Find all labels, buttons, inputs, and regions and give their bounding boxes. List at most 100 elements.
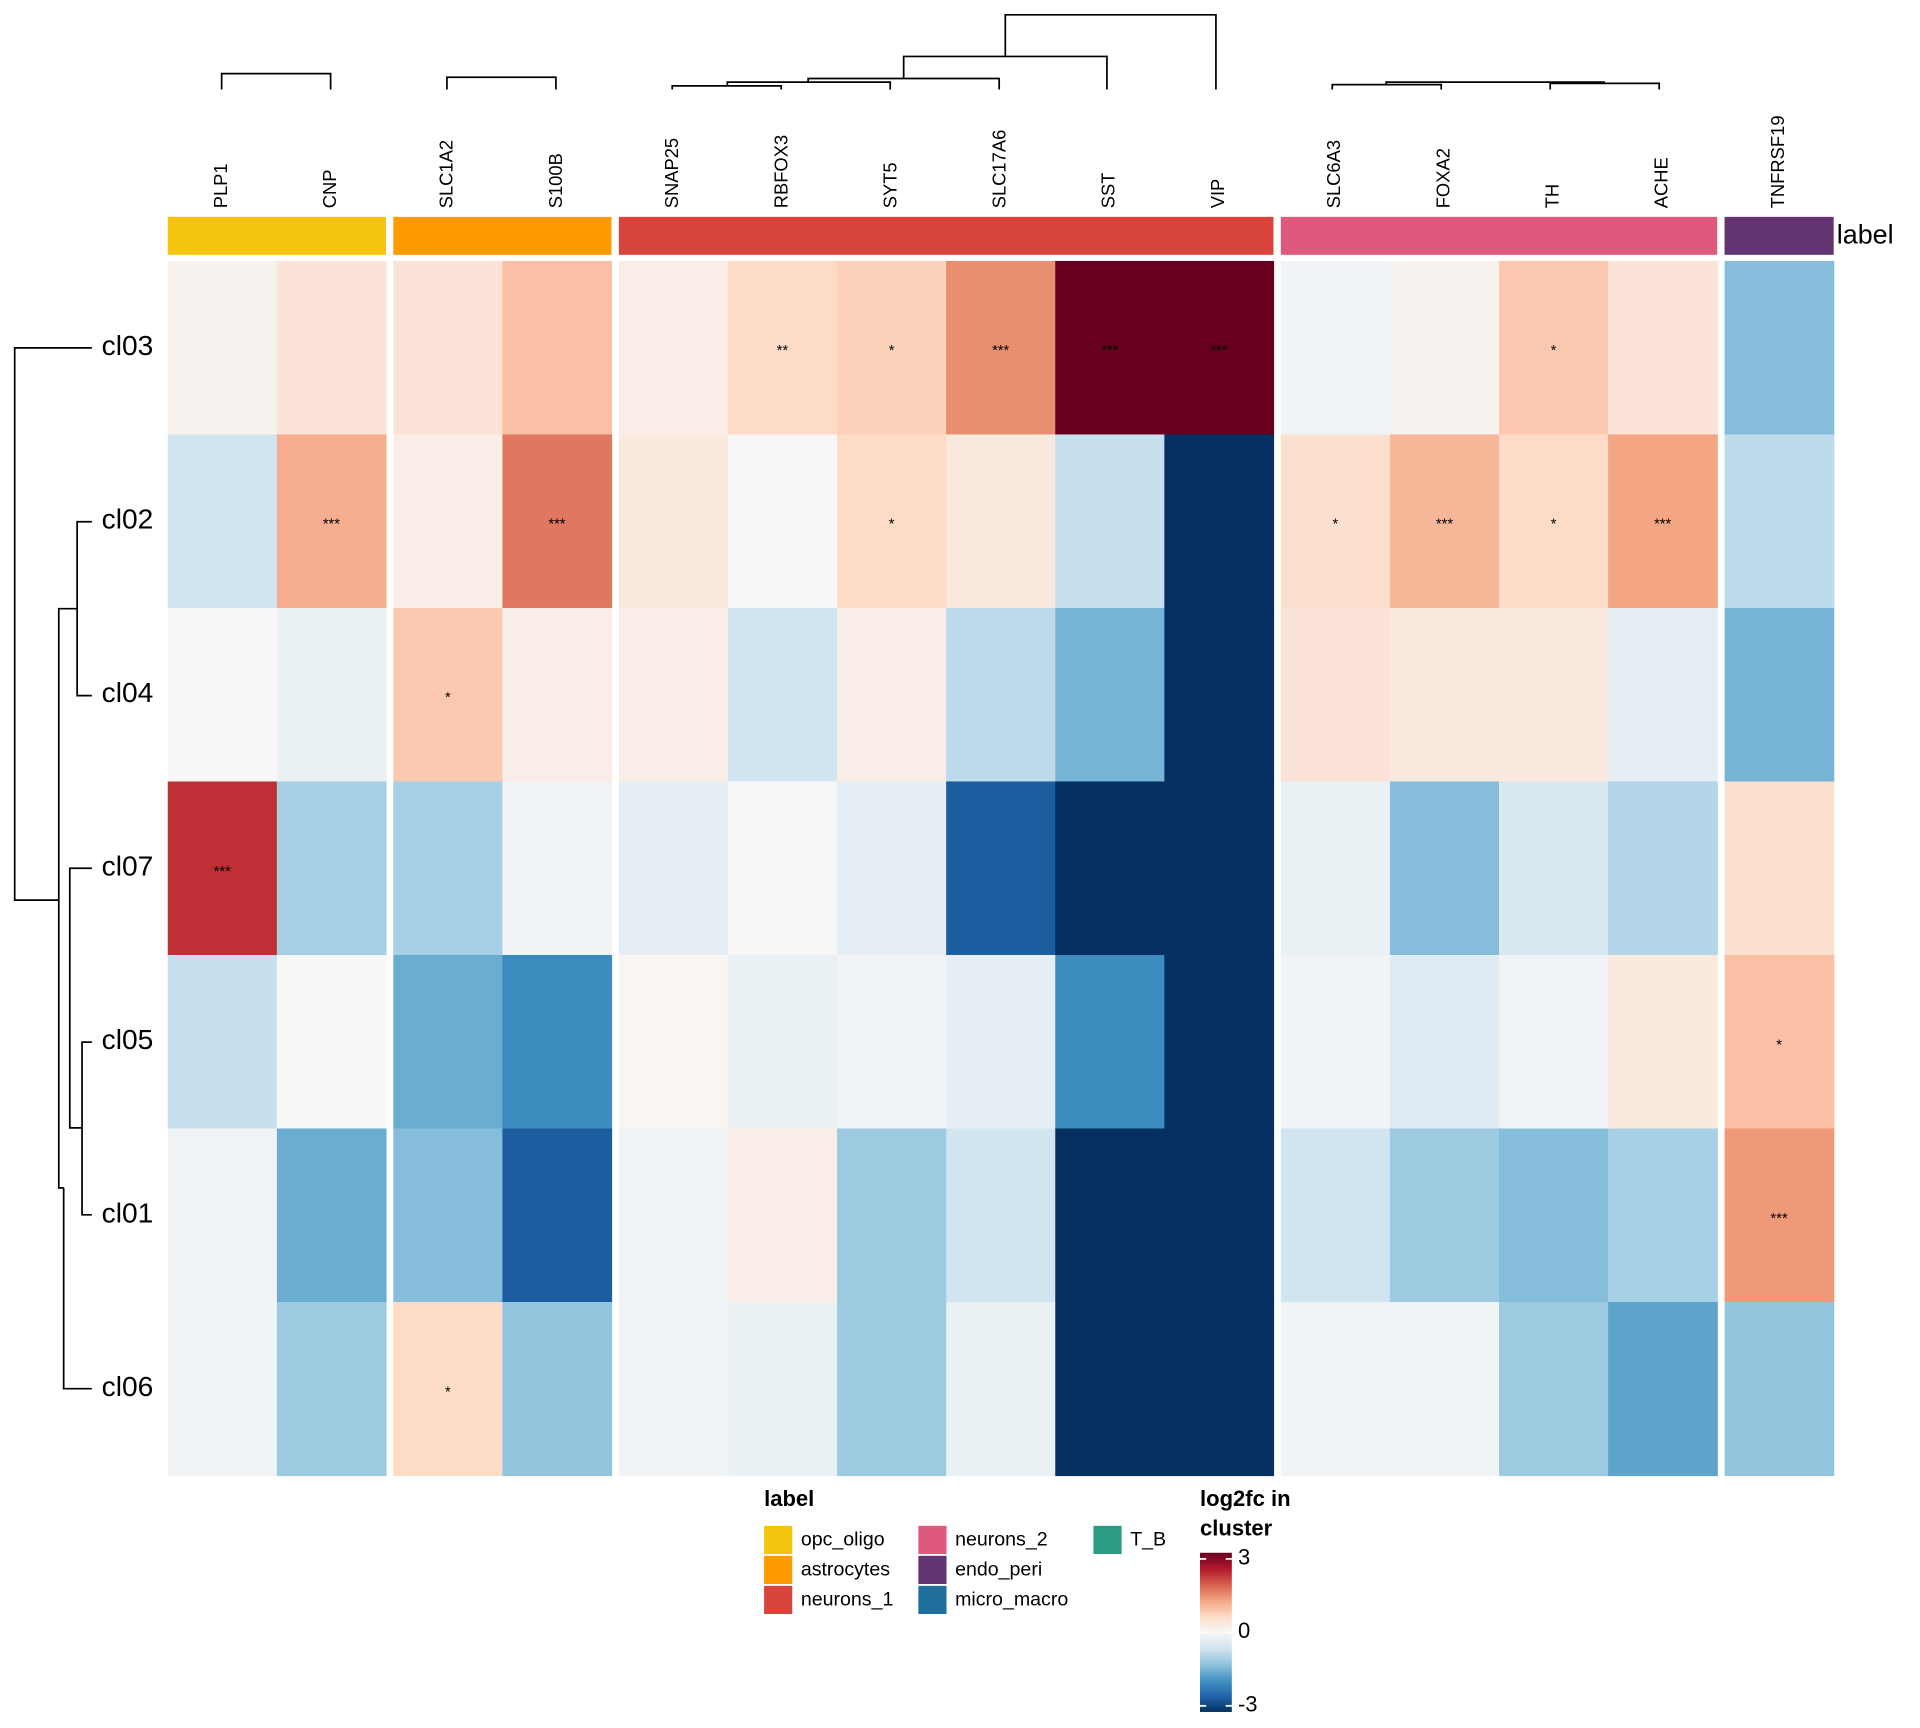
heatmap-cell bbox=[1724, 1128, 1835, 1303]
significance-label: * bbox=[1776, 1037, 1782, 1053]
legend-label: endo_peri bbox=[955, 1559, 1042, 1581]
heatmap-cell bbox=[1280, 607, 1391, 783]
significance-label: *** bbox=[323, 517, 340, 533]
heatmap-cell bbox=[1499, 1128, 1609, 1303]
annotation-bar bbox=[1280, 216, 1718, 255]
legend-label: micro_macro bbox=[955, 1589, 1068, 1611]
column-label: ACHE bbox=[1651, 157, 1672, 208]
heatmap-cell bbox=[276, 954, 387, 1130]
column-label: TH bbox=[1541, 184, 1562, 208]
heatmap-cell bbox=[393, 260, 504, 436]
column-label: RBFOX3 bbox=[770, 135, 791, 208]
heatmap-cell bbox=[1608, 781, 1718, 956]
heatmap-cell bbox=[167, 260, 278, 436]
heatmap-cell bbox=[1280, 260, 1391, 436]
heatmap-cell bbox=[618, 260, 729, 436]
heatmap-cell bbox=[727, 607, 838, 783]
heatmap-cell bbox=[1499, 260, 1609, 436]
heatmap-cell bbox=[1608, 1302, 1718, 1477]
heatmap-cell bbox=[393, 607, 504, 783]
column-label: CNP bbox=[319, 170, 340, 209]
heatmap-cell bbox=[1724, 607, 1835, 783]
legend-label: neurons_1 bbox=[801, 1589, 894, 1611]
heatmap-cell bbox=[1389, 1302, 1500, 1477]
significance-label: * bbox=[889, 517, 895, 533]
heatmap-cell bbox=[1499, 954, 1609, 1130]
heatmap-cell bbox=[502, 260, 613, 436]
heatmap-cell bbox=[276, 434, 387, 609]
heatmap-cell bbox=[1389, 260, 1500, 436]
annotation-bar bbox=[1724, 216, 1834, 255]
heatmap-cell bbox=[393, 1128, 504, 1303]
heatmap-cell bbox=[1389, 954, 1500, 1130]
heatmap-cell bbox=[502, 607, 613, 783]
heatmap-cell bbox=[837, 260, 947, 436]
heatmap-cell bbox=[1389, 781, 1500, 956]
column-label: SLC1A2 bbox=[436, 140, 457, 208]
column-label: S100B bbox=[545, 153, 566, 208]
row-label: cl03 bbox=[102, 330, 154, 361]
heatmap-cell bbox=[946, 260, 1056, 436]
heatmap-cell bbox=[727, 781, 838, 956]
heatmap-cell bbox=[393, 1302, 504, 1477]
heatmap-cell bbox=[167, 954, 278, 1130]
heatmap-cell bbox=[276, 1302, 387, 1477]
heatmap-cell bbox=[1164, 434, 1275, 609]
heatmap-cell bbox=[1280, 954, 1391, 1130]
heatmap-cell bbox=[1499, 607, 1609, 783]
significance-label: * bbox=[889, 343, 895, 359]
heatmap-cell bbox=[1164, 607, 1275, 783]
heatmap-cell bbox=[1164, 1128, 1275, 1303]
row-label: cl05 bbox=[102, 1024, 154, 1055]
heatmap-cell bbox=[1164, 954, 1275, 1130]
heatmap-cell bbox=[837, 781, 947, 956]
heatmap-cell bbox=[1499, 781, 1609, 956]
legend-swatch bbox=[764, 1585, 793, 1614]
heatmap-cell bbox=[946, 1128, 1056, 1303]
column-label: SNAP25 bbox=[661, 138, 682, 208]
column-dendrogram bbox=[220, 13, 1661, 90]
legend-label: neurons_2 bbox=[955, 1529, 1048, 1551]
row-dendrogram bbox=[13, 347, 92, 1390]
significance-label: *** bbox=[1771, 1211, 1788, 1227]
heatmap-cell bbox=[1164, 1302, 1275, 1477]
heatmap-cell bbox=[393, 954, 504, 1130]
heatmap-cell bbox=[618, 607, 729, 783]
heatmap-cell bbox=[1724, 260, 1835, 436]
heatmap-cell bbox=[837, 1302, 947, 1477]
colorbar-title: log2fc in bbox=[1200, 1486, 1291, 1511]
column-label: VIP bbox=[1207, 179, 1228, 209]
heatmap-cell bbox=[837, 434, 947, 609]
column-label: SLC6A3 bbox=[1323, 140, 1344, 208]
column-label: FOXA2 bbox=[1432, 148, 1453, 208]
row-label: cl02 bbox=[102, 504, 154, 535]
heatmap-cell bbox=[276, 260, 387, 436]
row-label: cl04 bbox=[102, 677, 154, 708]
significance-label: *** bbox=[992, 343, 1009, 359]
column-label: SST bbox=[1098, 173, 1119, 209]
heatmap-cell bbox=[727, 434, 838, 609]
legend-swatch bbox=[764, 1555, 793, 1584]
column-label: SYT5 bbox=[879, 162, 900, 208]
heatmap-cell bbox=[837, 954, 947, 1130]
heatmap-cell bbox=[502, 434, 613, 609]
legend-label: opc_oligo bbox=[801, 1529, 885, 1551]
heatmap-cell bbox=[837, 607, 947, 783]
heatmap-cell bbox=[727, 954, 838, 1130]
heatmap-cell bbox=[1055, 260, 1165, 436]
heatmap-cell bbox=[1055, 607, 1165, 783]
significance-label: * bbox=[445, 690, 451, 706]
heatmap-cell bbox=[1055, 1302, 1165, 1477]
heatmap-cell bbox=[837, 1128, 947, 1303]
colorbar-tick-label: 0 bbox=[1238, 1618, 1250, 1643]
significance-label: *** bbox=[1654, 517, 1671, 533]
significance-label: *** bbox=[548, 517, 565, 533]
heatmap-cell bbox=[618, 781, 729, 956]
legend-swatch bbox=[918, 1555, 947, 1584]
heatmap-cell bbox=[618, 1128, 729, 1303]
heatmap-cell bbox=[1724, 954, 1835, 1130]
heatmap-cell bbox=[1389, 607, 1500, 783]
heatmap-cell bbox=[1389, 434, 1500, 609]
